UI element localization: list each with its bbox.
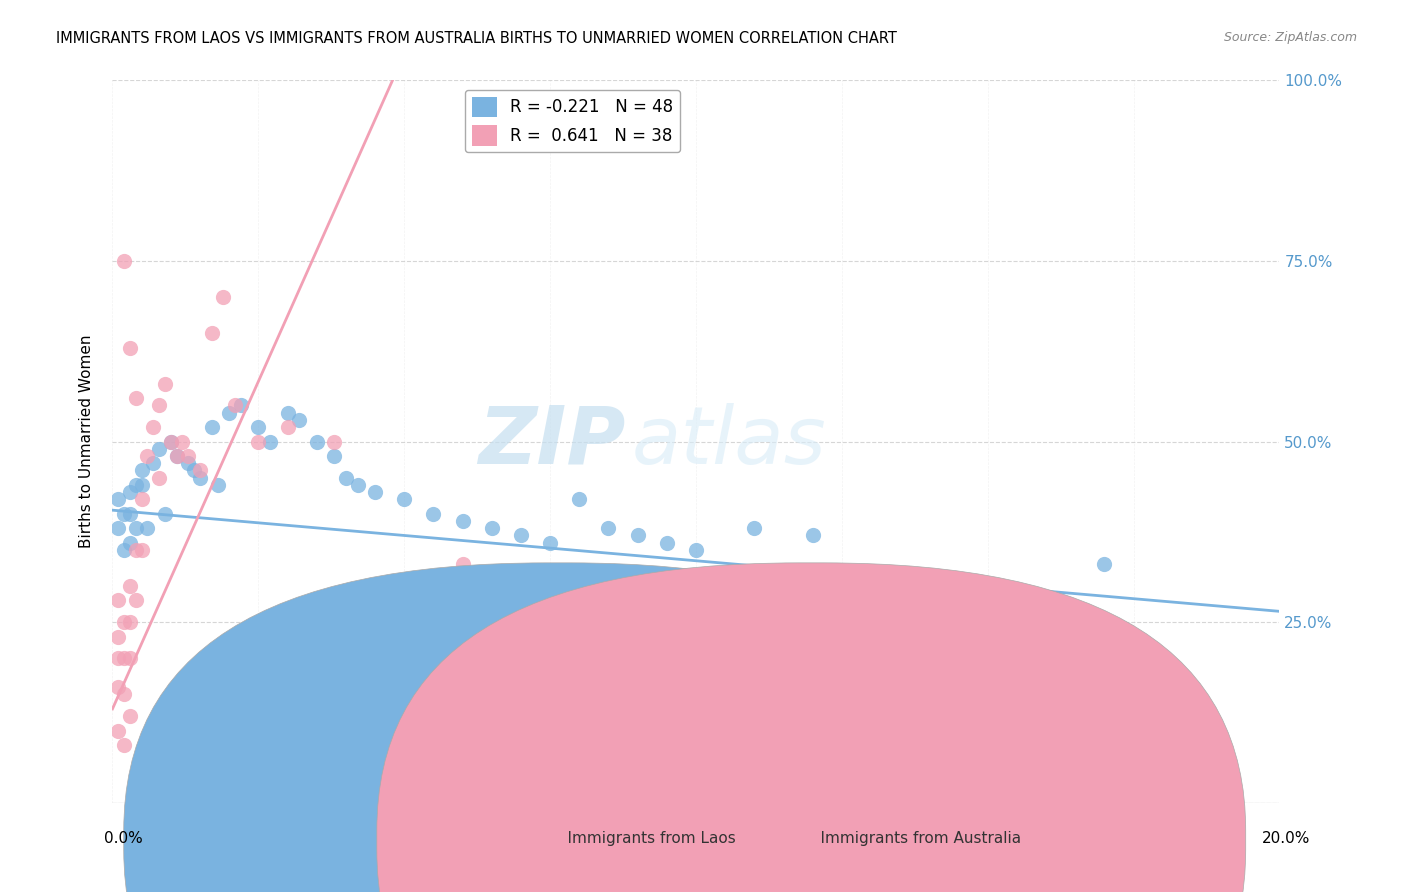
Point — [229, 398, 252, 412]
Point — [188, 463, 211, 477]
Text: ZIP: ZIP — [478, 402, 626, 481]
Point — [305, 434, 328, 449]
Point — [107, 723, 129, 738]
Point — [118, 651, 141, 665]
Point — [118, 579, 141, 593]
Point — [801, 528, 824, 542]
Point — [148, 442, 170, 456]
Text: IMMIGRANTS FROM LAOS VS IMMIGRANTS FROM AUSTRALIA BIRTHS TO UNMARRIED WOMEN CORR: IMMIGRANTS FROM LAOS VS IMMIGRANTS FROM … — [56, 31, 897, 46]
Point — [118, 615, 141, 630]
Point — [188, 470, 211, 484]
Point — [112, 253, 135, 268]
Point — [323, 449, 346, 463]
Point — [259, 434, 281, 449]
Text: Immigrants from Australia: Immigrants from Australia — [801, 831, 1022, 846]
Point — [172, 434, 194, 449]
Point — [207, 478, 229, 492]
Point — [166, 449, 188, 463]
Point — [538, 535, 561, 549]
Point — [107, 521, 129, 535]
Point — [177, 456, 200, 470]
Text: Immigrants from Laos: Immigrants from Laos — [548, 831, 737, 846]
Point — [177, 449, 200, 463]
Point — [118, 485, 141, 500]
Point — [183, 463, 205, 477]
Point — [107, 680, 129, 694]
Point — [335, 470, 357, 484]
Point — [107, 593, 129, 607]
Point — [422, 507, 444, 521]
Point — [136, 521, 159, 535]
Point — [125, 542, 148, 557]
Text: 0.0%: 0.0% — [104, 831, 143, 846]
Point — [112, 542, 135, 557]
Point — [160, 434, 183, 449]
Point — [276, 406, 298, 420]
Point — [136, 449, 159, 463]
Point — [247, 434, 270, 449]
Point — [568, 492, 591, 507]
Point — [685, 542, 707, 557]
Point — [118, 507, 141, 521]
Point — [627, 572, 650, 586]
Point — [224, 398, 246, 412]
Point — [142, 420, 165, 434]
Point — [118, 535, 141, 549]
Legend: R = -0.221   N = 48, R =  0.641   N = 38: R = -0.221 N = 48, R = 0.641 N = 38 — [465, 90, 681, 153]
Y-axis label: Births to Unmarried Women: Births to Unmarried Women — [79, 334, 94, 549]
Point — [742, 521, 765, 535]
Point — [125, 593, 148, 607]
Point — [218, 406, 240, 420]
Point — [160, 434, 183, 449]
Point — [148, 398, 170, 412]
Point — [346, 478, 368, 492]
Point — [1094, 558, 1116, 572]
Point — [276, 420, 298, 434]
Point — [153, 507, 176, 521]
Point — [107, 492, 129, 507]
Point — [481, 521, 503, 535]
Text: atlas: atlas — [631, 402, 827, 481]
Point — [201, 420, 224, 434]
Point — [131, 463, 153, 477]
Point — [201, 326, 224, 340]
Point — [153, 376, 176, 391]
Point — [112, 738, 135, 752]
Point — [112, 615, 135, 630]
Point — [451, 514, 474, 528]
Point — [451, 558, 474, 572]
Point — [118, 341, 141, 355]
Point — [323, 434, 346, 449]
Point — [107, 651, 129, 665]
Point — [598, 521, 620, 535]
Point — [125, 478, 148, 492]
Point — [627, 528, 650, 542]
Point — [212, 290, 235, 304]
Point — [112, 687, 135, 701]
Point — [148, 470, 170, 484]
Text: Source: ZipAtlas.com: Source: ZipAtlas.com — [1223, 31, 1357, 45]
Point — [166, 449, 188, 463]
Point — [142, 456, 165, 470]
Point — [125, 391, 148, 405]
Point — [131, 492, 153, 507]
Point — [118, 709, 141, 723]
Point — [247, 420, 270, 434]
Point — [463, 572, 485, 586]
Point — [509, 528, 531, 542]
Point — [655, 535, 678, 549]
Point — [131, 542, 153, 557]
Point — [131, 478, 153, 492]
Text: 20.0%: 20.0% — [1263, 831, 1310, 846]
Point — [125, 521, 148, 535]
Point — [107, 630, 129, 644]
Point — [394, 492, 416, 507]
Point — [364, 485, 387, 500]
Point — [112, 651, 135, 665]
Point — [288, 413, 311, 427]
Point — [112, 507, 135, 521]
